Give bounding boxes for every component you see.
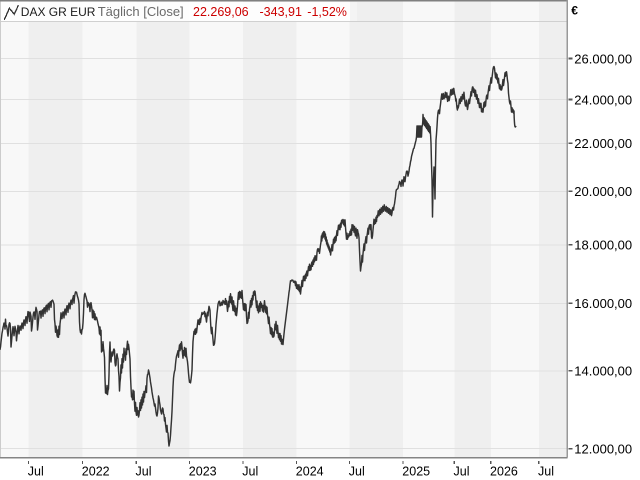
svg-text:18.000,00: 18.000,00 [574,238,632,253]
svg-text:-343,91: -343,91 [260,5,302,19]
svg-text:26.000,00: 26.000,00 [574,51,632,66]
svg-text:2022: 2022 [82,465,110,479]
svg-text:24.000,00: 24.000,00 [574,92,632,107]
svg-text:2026: 2026 [490,465,518,479]
svg-text:20.000,00: 20.000,00 [574,184,632,199]
svg-text:2024: 2024 [296,465,324,479]
svg-text:€: € [571,3,578,17]
svg-text:Jul: Jul [242,465,258,479]
svg-text:-1,52%: -1,52% [307,5,347,19]
svg-text:2025: 2025 [402,465,430,479]
svg-text:Jul: Jul [538,465,554,479]
svg-text:22.000,00: 22.000,00 [574,136,632,151]
svg-text:22.269,06: 22.269,06 [193,5,249,19]
svg-text:Jul: Jul [349,465,365,479]
svg-text:14.000,00: 14.000,00 [574,364,632,379]
svg-text:2023: 2023 [189,465,217,479]
svg-text:Jul: Jul [136,465,152,479]
svg-text:DAX GR EUR: DAX GR EUR [21,5,96,19]
svg-text:Jul: Jul [28,465,44,479]
svg-text:Jul: Jul [454,465,470,479]
svg-text:Täglich [Close]: Täglich [Close] [98,4,184,19]
svg-text:12.000,00: 12.000,00 [574,441,632,456]
svg-text:16.000,00: 16.000,00 [574,296,632,311]
